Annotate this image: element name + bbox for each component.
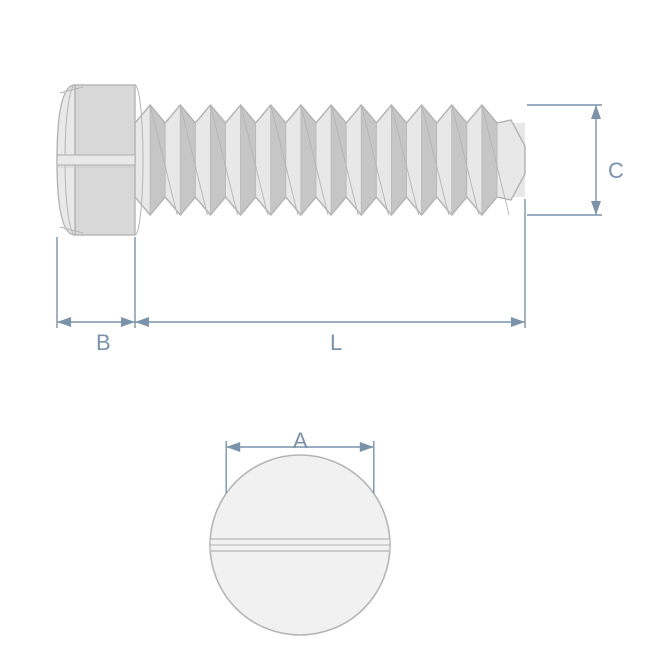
- drawing-canvas: A B C L: [0, 0, 670, 670]
- dim-label-A: A: [293, 428, 308, 454]
- dim-label-C: C: [608, 158, 624, 184]
- dim-label-B: B: [96, 330, 111, 356]
- dim-label-L: L: [330, 330, 342, 356]
